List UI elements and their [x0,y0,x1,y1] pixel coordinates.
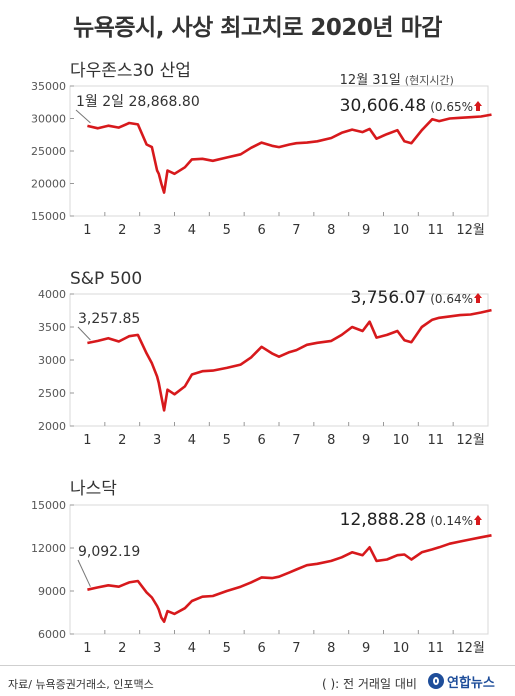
yonhap-logo: 연합뉴스 [428,671,495,691]
x-tick-label: 4 [188,433,196,448]
x-tick-label: 5 [223,641,231,656]
series-line [87,534,492,623]
x-tick-label: 5 [223,223,231,238]
x-tick-label: 6 [257,433,265,448]
start-leader [75,109,91,124]
source-text: 자료/ 뉴욕증권거래소, 인포맥스 [8,678,154,691]
end-value: 12,888.28 [340,510,427,530]
end-change: (0.65% [430,100,473,114]
x-tick-label: 1 [83,433,91,448]
yonhap-logo-icon [428,673,444,689]
start-leader [77,326,91,341]
end-value: 30,606.48 [340,96,427,116]
start-label: 3,257.85 [78,311,140,327]
chart-panel-1: 35000 30000 25000 20000 15000 1 2 3 4 5 6 7 8 9 10 11 12… [31,61,492,238]
x-tick-label: 4 [188,641,196,656]
x-tick-label: 11 [427,223,444,238]
x-tick-label: 2 [118,433,126,448]
chart-panel-3: 15000 12000 9000 6000 1 2 3 4 5 6 7 8 9 10 11 12월 나스닥 9,0… [31,479,492,656]
page-title: 뉴욕증시, 사상 최고치로 2020년 마감 [73,15,442,41]
y-tick-label: 35000 [31,80,66,93]
end-change: (0.14% [430,514,473,528]
x-tick-label: 9 [362,433,370,448]
x-tick-label: 1 [83,223,91,238]
x-tick-label: 12월 [456,641,485,656]
y-tick-label: 2500 [38,387,66,400]
series-line [87,113,492,194]
x-tick-label: 9 [362,641,370,656]
change-note: ( ): 전 거래일 대비 [322,677,417,691]
chart-title: 나스닥 [70,479,117,499]
y-tick-label: 2000 [38,420,66,433]
y-tick-label: 25000 [31,145,66,158]
x-tick-label: 7 [292,433,300,448]
up-arrow-icon [474,293,482,303]
y-tick-label: 15000 [31,210,66,223]
x-tick-label: 10 [393,641,410,656]
start-label: 1월 2일 28,868.80 [76,94,200,110]
x-tick-label: 1 [83,641,91,656]
plot-frame [69,85,489,217]
start-leader [77,559,91,587]
y-tick-label: 3500 [38,321,66,334]
x-tick-label: 6 [257,223,265,238]
y-tick-label: 15000 [31,499,66,512]
x-tick-label: 7 [292,641,300,656]
x-tick-label: 4 [188,223,196,238]
x-tick-label: 9 [362,223,370,238]
series-line [87,308,492,412]
x-tick-label: 8 [327,641,335,656]
x-tick-label: 12월 [456,223,485,238]
x-tick-label: 11 [427,641,444,656]
y-tick-label: 12000 [31,542,66,555]
yonhap-logo-text: 연합뉴스 [447,675,495,691]
plot-frame [69,293,489,427]
x-tick-label: 2 [118,641,126,656]
up-arrow-icon [474,101,482,111]
x-tick-label: 12월 [456,433,485,448]
y-tick-label: 9000 [38,585,66,598]
x-tick-label: 5 [223,433,231,448]
up-arrow-icon [474,515,482,525]
x-tick-label: 7 [292,223,300,238]
plot-frame [69,504,489,635]
x-tick-label: 2 [118,223,126,238]
x-tick-label: 3 [153,433,161,448]
x-tick-label: 3 [153,641,161,656]
y-tick-label: 3000 [38,354,66,367]
start-label: 9,092.19 [78,544,140,560]
y-tick-label: 4000 [38,288,66,301]
chart-title: 다우존스30 산업 [70,61,191,81]
y-tick-label: 6000 [38,628,66,641]
x-tick-label: 11 [427,433,444,448]
footer: 자료/ 뉴욕증권거래소, 인포맥스 ( ): 전 거래일 대비 연합뉴스 [0,665,515,696]
x-tick-label: 10 [393,223,410,238]
end-date: 12월 31일 [340,73,401,88]
x-tick-label: 8 [327,223,335,238]
end-change: (0.64% [430,292,473,306]
end-date-note: (현지시간) [405,74,454,87]
chart-title: S&P 500 [70,269,142,289]
x-tick-label: 8 [327,433,335,448]
x-tick-label: 6 [257,641,265,656]
x-tick-label: 10 [393,433,410,448]
end-value: 3,756.07 [350,288,426,308]
chart-panel-2: 4000 3500 3000 2500 2000 1 2 3 4 5 6 7 8 9 10 11 12월 S&P … [38,269,492,448]
x-tick-label: 3 [153,223,161,238]
y-tick-label: 30000 [31,113,66,126]
y-tick-label: 20000 [31,178,66,191]
